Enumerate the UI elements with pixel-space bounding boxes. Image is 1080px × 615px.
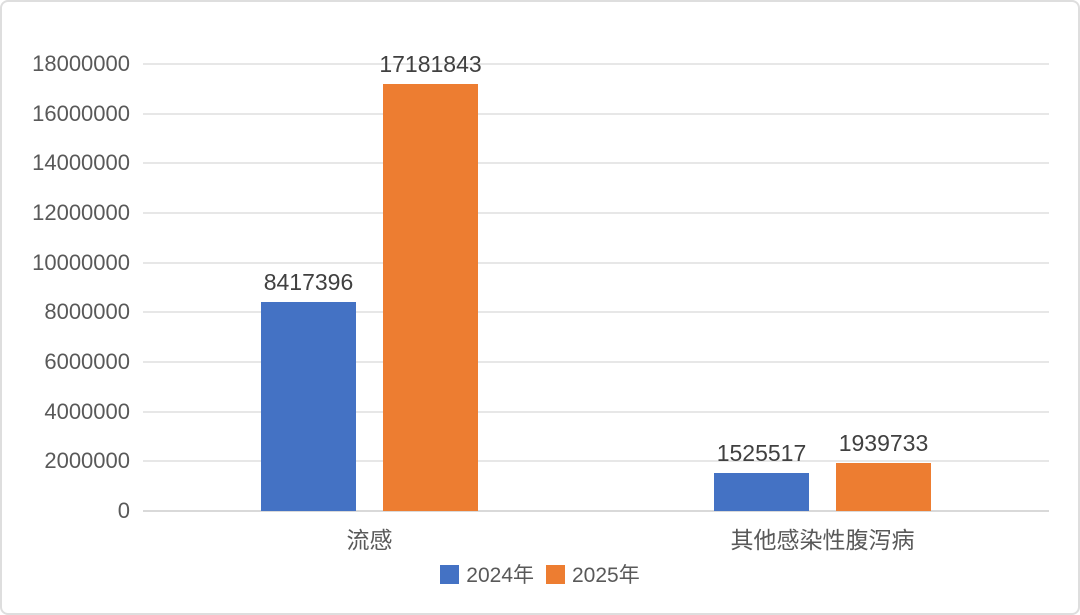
data-label: 17181843: [379, 51, 482, 78]
y-tick-label: 10000000: [32, 249, 130, 275]
legend-item: 2024年: [440, 559, 534, 589]
data-label: 1525517: [716, 440, 807, 467]
y-tick-label: 4000000: [44, 398, 130, 424]
y-tick-label: 0: [117, 498, 130, 523]
y-tick-label: 12000000: [32, 200, 130, 225]
gridline: [143, 63, 1049, 65]
gridline: [143, 162, 1049, 165]
legend-label: 2025年: [572, 564, 640, 587]
y-tick-label: 14000000: [32, 150, 130, 176]
bar: [261, 301, 356, 511]
gridline: [143, 361, 1049, 363]
x-axis-line: [143, 510, 1049, 512]
y-tick-label: 6000000: [44, 349, 130, 374]
gridline: [143, 212, 1049, 214]
y-tick-label: 2000000: [44, 448, 130, 474]
plot-area: 8417396 17181843 1525517 1939733: [143, 51, 1049, 512]
category-label: 其他感染性腹泻病: [730, 527, 915, 553]
legend-swatch: [546, 564, 565, 584]
data-label: 8417396: [263, 268, 354, 295]
legend-item: 2025年: [546, 559, 640, 589]
y-tick-label: 18000000: [32, 51, 130, 76]
gridline: [143, 410, 1049, 413]
legend-swatch: [440, 564, 460, 584]
gridline: [143, 460, 1049, 463]
bar: [383, 84, 478, 511]
category-label: 流感: [346, 527, 393, 553]
legend: 2024年 2025年: [2, 559, 1078, 589]
bar: [836, 462, 931, 511]
gridline: [143, 311, 1049, 314]
gridline: [143, 112, 1049, 115]
gridline: [143, 261, 1049, 264]
bar: [714, 473, 809, 511]
y-tick-label: 16000000: [32, 100, 130, 126]
legend-label: 2024年: [466, 564, 534, 587]
y-tick-label: 8000000: [44, 299, 130, 325]
data-label: 1939733: [838, 429, 929, 456]
